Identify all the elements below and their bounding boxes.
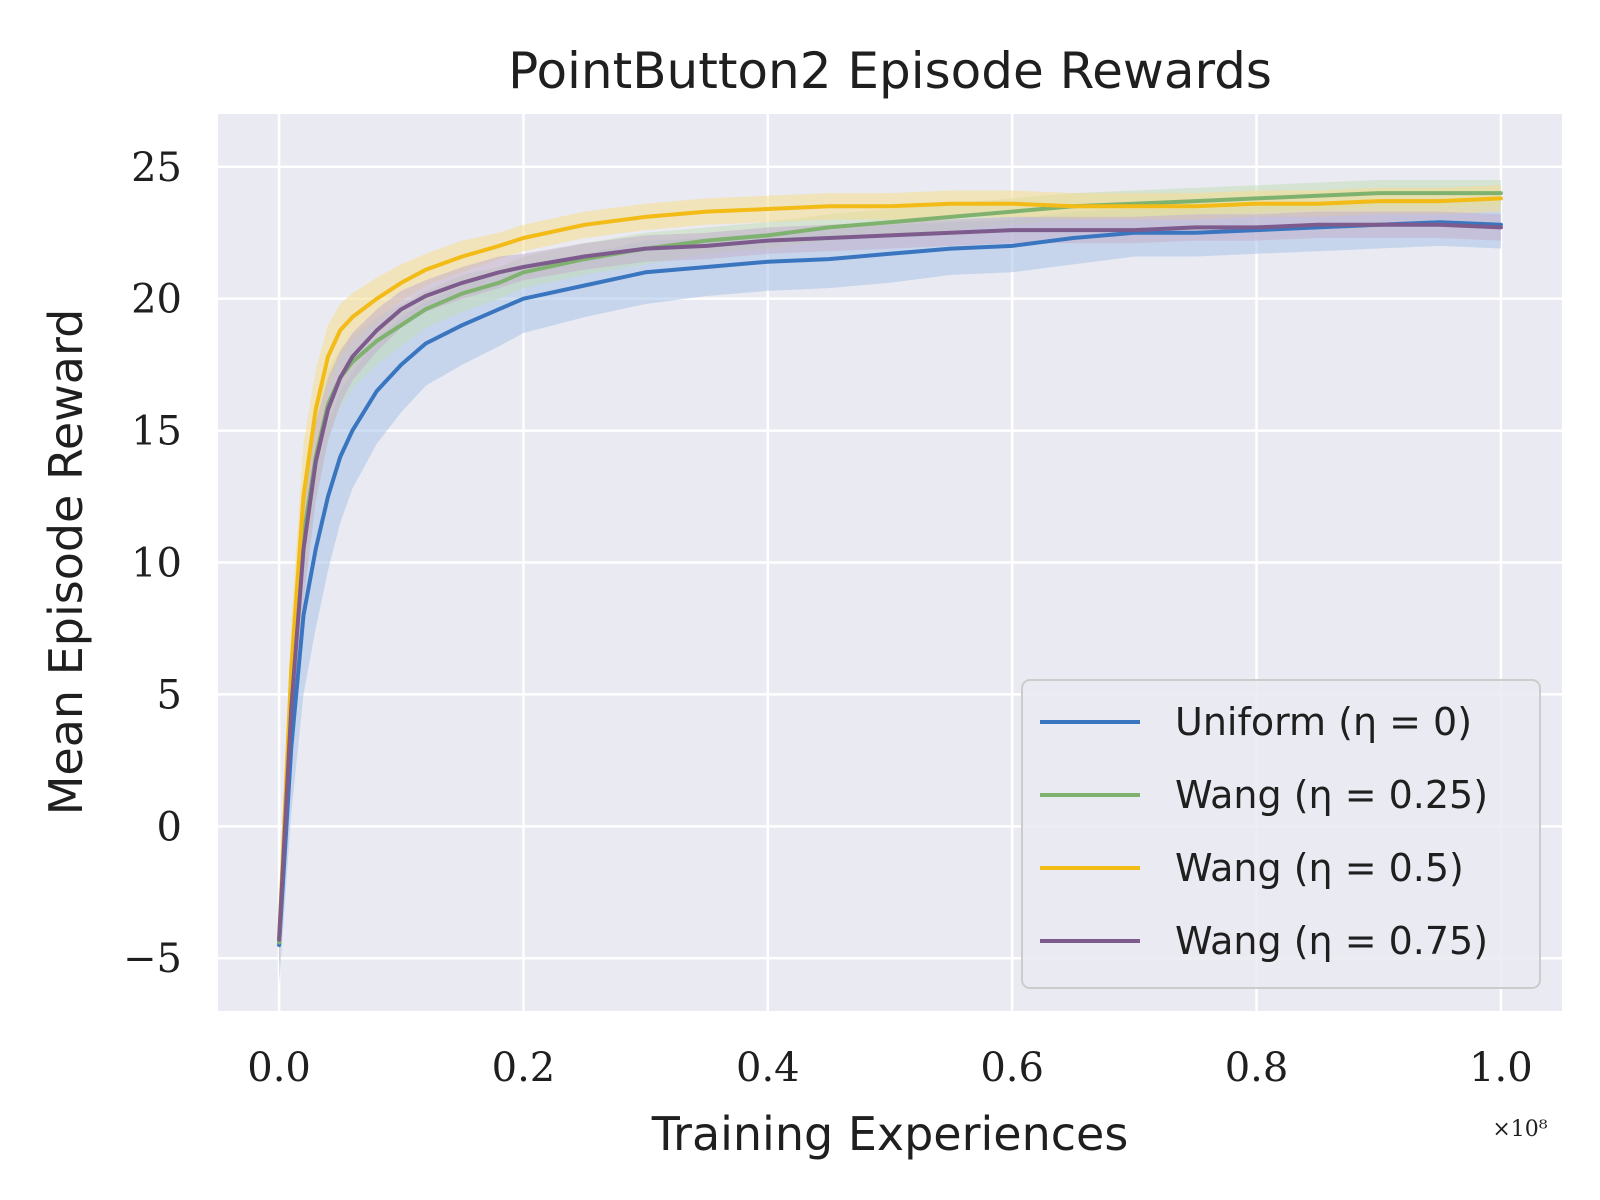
x-tick-label: 0.0	[247, 1045, 311, 1091]
y-axis-label: Mean Episode Reward	[39, 309, 93, 816]
y-tick-label: 15	[131, 409, 182, 455]
series-line	[277, 222, 1503, 942]
legend-entry: Wang (η = 0.5)	[1175, 846, 1464, 890]
series-lines	[277, 191, 1503, 947]
y-tick-labels: −5 0 5 10 15 20 25	[123, 145, 182, 982]
x-axis-offset-label: ×10⁸	[1492, 1117, 1547, 1142]
legend: Uniform (η = 0) Wang (η = 0.25) Wang (η = …	[1021, 679, 1541, 989]
y-tick-label: 20	[131, 277, 182, 323]
x-tick-label: 0.8	[1225, 1045, 1289, 1091]
y-tick-label: 5	[157, 672, 182, 718]
x-tick-labels: 0.0 0.2 0.4 0.6 0.8 1.0	[247, 1045, 1532, 1091]
x-tick-label: 0.6	[980, 1045, 1044, 1091]
series-line	[277, 196, 1503, 942]
series-line	[277, 220, 1503, 947]
y-tick-label: 25	[131, 145, 182, 191]
chart-title: PointButton2 Episode Rewards	[508, 42, 1272, 100]
x-tick-label: 0.4	[736, 1045, 800, 1091]
x-tick-label: 0.2	[492, 1045, 556, 1091]
legend-frame	[1021, 679, 1541, 989]
legend-entry: Wang (η = 0.25)	[1175, 773, 1488, 817]
y-tick-label: −5	[123, 936, 182, 982]
x-axis-label: Training Experiences	[651, 1107, 1129, 1161]
y-tick-label: 10	[131, 541, 182, 587]
legend-entry: Uniform (η = 0)	[1175, 700, 1472, 744]
y-tick-label: 0	[157, 804, 182, 850]
x-tick-label: 1.0	[1469, 1045, 1533, 1091]
legend-entry: Wang (η = 0.75)	[1175, 919, 1488, 963]
